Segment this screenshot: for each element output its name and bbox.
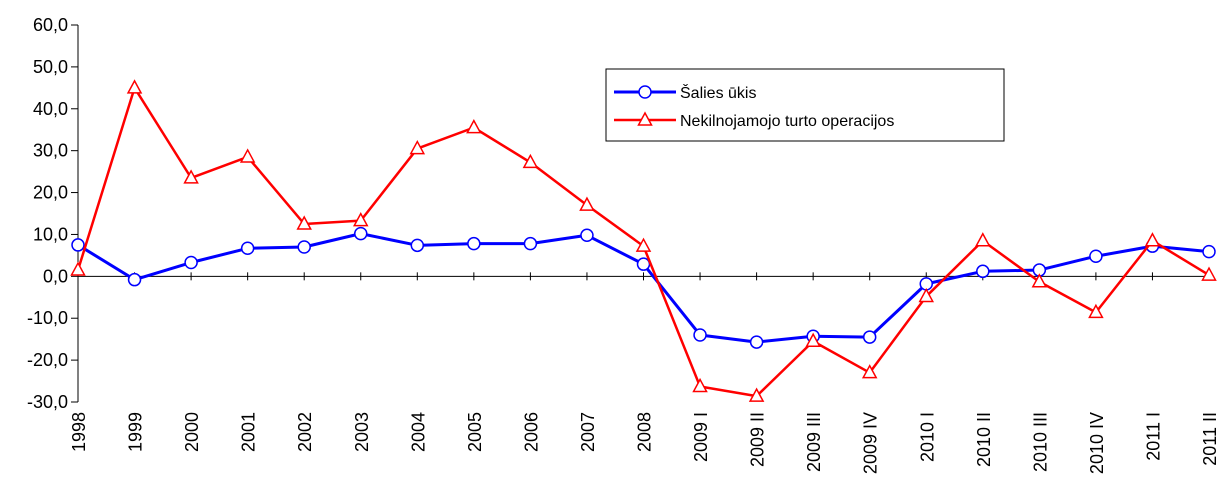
x-tick-label: 2005 (465, 412, 485, 452)
x-tick-label: 2010 I (917, 412, 937, 462)
data-point (1201, 266, 1217, 281)
data-point (240, 241, 255, 256)
y-tick-label: 60,0 (33, 15, 68, 35)
x-tick-label: 2004 (408, 412, 428, 452)
y-tick-label: 10,0 (33, 224, 68, 244)
data-point (918, 287, 935, 303)
data-point (126, 79, 143, 94)
legend: Šalies ūkis Nekilnojamojo turto operacijo… (614, 83, 894, 130)
data-point (636, 257, 651, 271)
y-tick-label: 50,0 (33, 57, 68, 77)
data-point (296, 215, 312, 230)
legend-box (605, 68, 1005, 142)
data-point (410, 238, 425, 253)
data-point (1202, 244, 1216, 259)
data-point (692, 377, 708, 393)
x-tick-label: 2002 (295, 412, 315, 452)
x-tick-label: 2009 II (748, 412, 768, 467)
y-tick-label: 30,0 (33, 141, 68, 161)
y-tick-label: -20,0 (27, 350, 68, 370)
data-point (1088, 303, 1104, 319)
data-point (523, 236, 538, 251)
x-tick-label: 2009 I (691, 412, 711, 462)
y-tick-label: 0,0 (43, 266, 68, 286)
y-tick-label: -10,0 (27, 308, 68, 328)
x-tick-label: 2011 II (1200, 412, 1220, 466)
data-point (580, 228, 594, 243)
y-tick-label: 40,0 (33, 99, 68, 119)
x-tick-label: 2009 IV (861, 412, 881, 474)
data-point (467, 236, 481, 251)
data-point (862, 330, 877, 344)
x-tick-label: 2006 (521, 412, 541, 452)
data-point (635, 237, 652, 252)
data-point (748, 387, 765, 402)
x-tick-label: 2008 (635, 412, 655, 452)
data-point (127, 272, 142, 287)
x-tick-label: 2010 III (1030, 412, 1050, 472)
x-tick-label: 2001 (239, 412, 259, 452)
data-point (354, 226, 368, 241)
data-point (70, 261, 86, 276)
legend-label: Šalies ūkis (680, 83, 756, 102)
data-point (522, 153, 539, 169)
data-point (297, 240, 311, 254)
data-point (183, 169, 199, 184)
x-tick-label: 1999 (126, 412, 146, 452)
data-point (1031, 273, 1048, 288)
data-point (184, 255, 198, 270)
data-point (976, 264, 990, 279)
x-tick-label: 2009 III (804, 412, 824, 472)
data-point (1089, 249, 1103, 263)
y-tick-label: -30,0 (27, 392, 68, 412)
x-tick-label: 2011 I (1143, 412, 1163, 461)
data-point (805, 332, 821, 348)
x-tick-label: 2003 (352, 412, 372, 452)
x-tick-label: 2007 (578, 412, 598, 452)
legend-marker (637, 111, 653, 126)
data-point (352, 212, 369, 227)
x-tick-label: 2010 IV (1087, 412, 1107, 474)
data-point (579, 196, 595, 211)
data-point (861, 364, 878, 379)
data-point (71, 238, 85, 252)
y-tick-label: 20,0 (33, 183, 68, 203)
data-point (409, 139, 426, 155)
x-tick-label: 2010 II (974, 412, 994, 467)
x-tick-label: 1998 (69, 412, 89, 452)
data-point (975, 232, 991, 247)
legend-label: Nekilnojamojo turto operacijos (680, 113, 894, 130)
data-point (749, 335, 764, 349)
data-point (1144, 232, 1161, 247)
data-point (239, 148, 256, 163)
data-point (693, 328, 707, 342)
x-tick-label: 2000 (182, 412, 202, 452)
legend-marker (638, 85, 652, 99)
data-point (466, 119, 482, 134)
